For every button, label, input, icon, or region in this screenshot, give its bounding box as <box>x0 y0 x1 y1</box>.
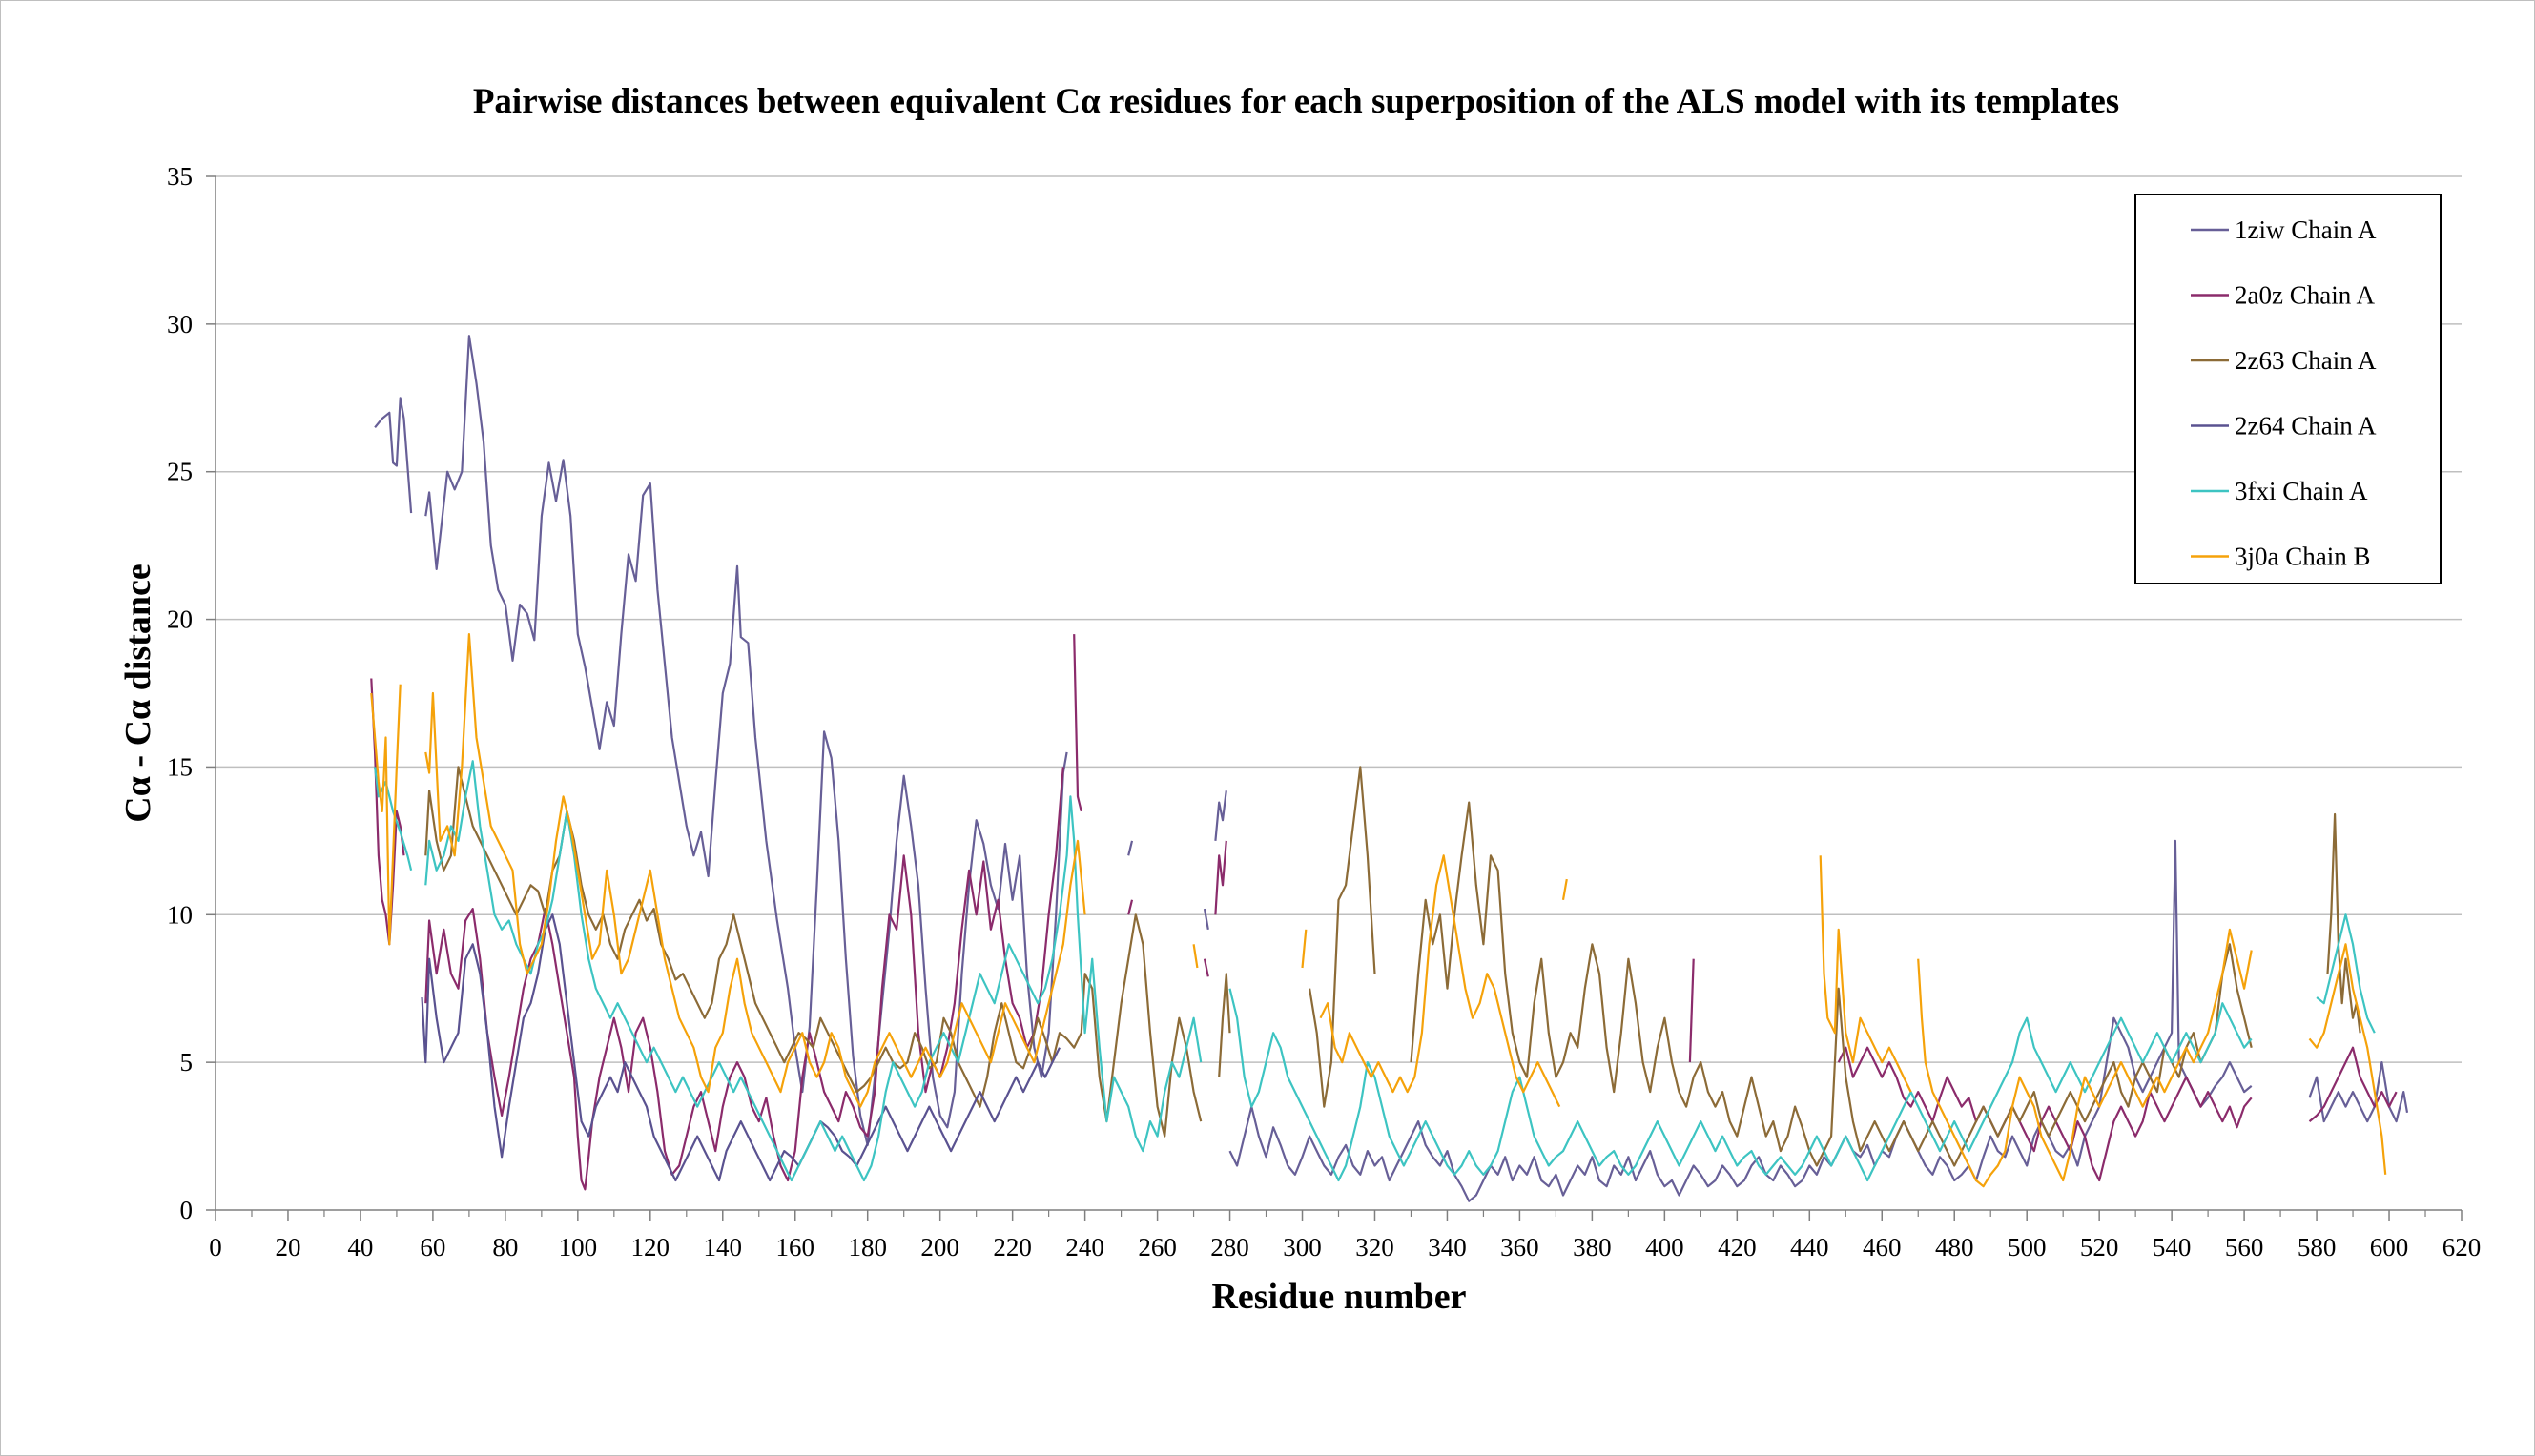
legend-label: 2z64 Chain A <box>2235 412 2377 441</box>
legend-box <box>2134 194 2442 584</box>
x-tick-label: 520 <box>2080 1233 2119 1261</box>
series-line <box>1073 634 1082 812</box>
x-tick-label: 180 <box>848 1233 887 1261</box>
series-line <box>1192 944 1199 969</box>
gridlines <box>216 175 2462 1063</box>
series-line <box>1127 840 1134 856</box>
x-tick-label: 480 <box>1935 1233 1974 1261</box>
y-tick-label: 15 <box>167 752 193 781</box>
series-line <box>1203 958 1209 977</box>
x-tick-label: 340 <box>1428 1233 1467 1261</box>
series-line <box>424 760 1203 1182</box>
x-tick-label: 360 <box>1500 1233 1539 1261</box>
x-tick-label: 140 <box>704 1233 743 1261</box>
x-tick-label: 320 <box>1355 1233 1394 1261</box>
x-tick-label: 120 <box>631 1233 670 1261</box>
x-tick-label: 440 <box>1790 1233 1829 1261</box>
legend-label: 2z63 Chain A <box>2235 346 2377 375</box>
y-tick-label: 0 <box>180 1196 194 1224</box>
x-tick-label: 400 <box>1645 1233 1684 1261</box>
x-tick-label: 540 <box>2153 1233 2192 1261</box>
series-line <box>421 913 1061 1182</box>
series-line <box>2308 943 2387 1175</box>
legend-label: 2a0z Chain A <box>2235 281 2375 310</box>
series-1 <box>370 634 2398 1191</box>
y-tick-label: 30 <box>167 310 193 338</box>
series-line <box>374 767 413 872</box>
x-tick-label: 420 <box>1718 1233 1757 1261</box>
legend: 1ziw Chain A 2a0z Chain A 2z63 Chain A 2z64… <box>2134 194 2442 584</box>
x-axis-title: Residue number <box>1211 1277 1466 1317</box>
x-tick-label: 240 <box>1065 1233 1104 1261</box>
series-0 <box>374 335 2409 1202</box>
x-tick-label: 220 <box>993 1233 1032 1261</box>
x-tick-label: 300 <box>1283 1233 1322 1261</box>
x-tick-label: 60 <box>420 1233 445 1261</box>
x-tick-label: 80 <box>492 1233 518 1261</box>
legend-label: 3fxi Chain A <box>2235 477 2368 505</box>
series-line <box>1228 988 2253 1182</box>
x-tick-label: 260 <box>1138 1233 1177 1261</box>
legend-label: 1ziw Chain A <box>2235 215 2377 244</box>
series-2 <box>424 766 2361 1167</box>
series-line <box>1819 855 1912 1093</box>
series-line <box>374 397 413 514</box>
series-line <box>1214 790 1227 842</box>
series-line <box>1301 929 1308 969</box>
series-line <box>2316 913 2376 1034</box>
x-tick-label: 0 <box>209 1233 222 1261</box>
chart-title: Pairwise distances between equivalent Cα… <box>473 82 2119 121</box>
series-line <box>1837 1046 2253 1182</box>
series-line <box>1228 839 2253 1202</box>
series-4 <box>374 760 2376 1182</box>
series-line <box>1218 973 1231 1077</box>
y-tick-label: 25 <box>167 458 193 486</box>
series-line <box>1688 958 1695 1063</box>
tick-labels: 0 5 10 15 20 25 30 35 0 20 40 60 80 100 120 140 160 180 20… <box>167 162 2481 1261</box>
series-line <box>424 767 1064 1191</box>
y-tick-label: 35 <box>167 162 193 191</box>
series-line <box>1127 899 1134 915</box>
series-5 <box>370 633 2387 1188</box>
series-3 <box>421 913 1061 1182</box>
x-tick-label: 620 <box>2442 1233 2482 1261</box>
x-tick-label: 380 <box>1573 1233 1612 1261</box>
series-line <box>424 633 1086 1108</box>
y-tick-label: 10 <box>167 900 193 929</box>
series-line <box>2326 812 2361 1034</box>
series-line <box>2308 1061 2409 1123</box>
series-line <box>2308 1046 2398 1122</box>
series-line <box>370 684 402 946</box>
series-line <box>370 678 405 946</box>
x-tick-label: 560 <box>2225 1233 2264 1261</box>
x-tick-label: 580 <box>2298 1233 2337 1261</box>
y-tick-label: 20 <box>167 605 193 634</box>
series-line <box>424 335 1068 1146</box>
x-tick-label: 40 <box>347 1233 373 1261</box>
series-line <box>1203 908 1209 930</box>
series-line <box>1410 801 2253 1167</box>
x-tick-label: 100 <box>559 1233 598 1261</box>
legend-label: 3j0a Chain B <box>2235 543 2371 571</box>
x-tick-label: 280 <box>1210 1233 1249 1261</box>
y-axis-title: Cα - Cα distance <box>118 564 158 822</box>
series-lines <box>370 335 2409 1202</box>
x-tick-label: 20 <box>275 1233 300 1261</box>
x-tick-label: 160 <box>775 1233 814 1261</box>
series-line <box>1917 928 2253 1188</box>
series-line <box>1214 840 1227 915</box>
x-tick-label: 500 <box>2008 1233 2047 1261</box>
x-tick-label: 460 <box>1863 1233 1902 1261</box>
x-tick-label: 200 <box>920 1233 959 1261</box>
x-tick-label: 600 <box>2370 1233 2409 1261</box>
series-line <box>1309 766 1376 1108</box>
series-line <box>1319 854 1561 1108</box>
y-tick-label: 5 <box>180 1048 194 1077</box>
series-line <box>1561 878 1568 900</box>
